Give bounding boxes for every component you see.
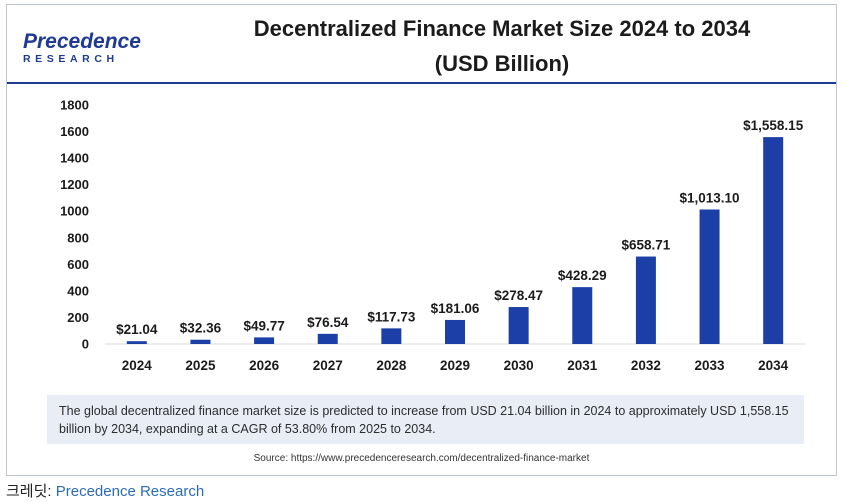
y-tick-label: 1600 [60,124,89,139]
logo-subtext: RESEARCH [23,53,119,65]
bar [508,307,529,344]
x-tick-label: 2033 [695,358,726,373]
data-label: $181.06 [431,301,480,316]
bar [572,287,593,344]
y-tick-label: 0 [82,337,89,352]
y-tick-label: 800 [67,230,89,245]
credit-prefix: 크레딧: [6,483,56,500]
credit-line: 크레딧: Precedence Research [6,480,204,501]
logo-wordmark: Precedence [23,30,141,53]
bar [190,339,211,344]
data-label: $117.73 [367,309,416,324]
bar [317,333,338,344]
y-tick-label: 400 [67,283,89,298]
y-tick-label: 1400 [60,151,89,166]
bar [635,256,656,344]
x-tick-label: 2028 [376,358,407,373]
x-tick-label: 2030 [504,358,534,373]
bar [126,341,147,344]
y-tick-label: 1200 [60,177,89,192]
data-label: $278.47 [494,288,543,303]
y-tick-label: 600 [67,257,89,272]
chart-subtitle: (USD Billion) [434,51,570,76]
summary-note: The global decentralized finance market … [47,395,804,444]
data-label: $1,558.15 [743,118,804,133]
chart-title: Decentralized Finance Market Size 2024 t… [253,16,751,41]
y-tick-label: 1800 [60,98,89,113]
y-tick-label: 200 [67,310,89,325]
source-text: Source: https://www.precedenceresearch.c… [253,453,590,464]
bar-chart: 0 200 400 600 800 1000 1200 1400 1600 1800 $21.04 2… [60,98,805,373]
bar [699,209,720,344]
data-label: $428.29 [558,268,607,283]
bar [254,337,275,344]
x-tick-label: 2032 [631,358,661,373]
x-tick-label: 2031 [567,358,598,373]
data-label: $32.36 [180,321,222,336]
bar [381,328,402,344]
precedence-logo: Precedence RESEARCH [23,31,141,65]
x-tick-label: 2024 [122,358,153,373]
y-tick-label: 1000 [60,204,89,219]
data-label: $49.77 [243,318,284,333]
bar [763,137,784,344]
x-tick-label: 2034 [758,358,789,373]
x-tick-label: 2025 [185,358,216,373]
credit-link[interactable]: Precedence Research [55,483,205,500]
header-divider [7,82,836,84]
x-tick-label: 2029 [440,358,470,373]
x-tick-label: 2026 [249,358,280,373]
bar [445,319,465,344]
infographic-frame: Precedence RESEARCH Decentralized Financ… [6,4,837,476]
data-label: $21.04 [116,322,158,337]
x-tick-label: 2027 [313,358,343,373]
data-label: $76.54 [307,315,349,330]
data-label: $1,013.10 [680,190,740,205]
data-label: $658.71 [622,238,671,253]
